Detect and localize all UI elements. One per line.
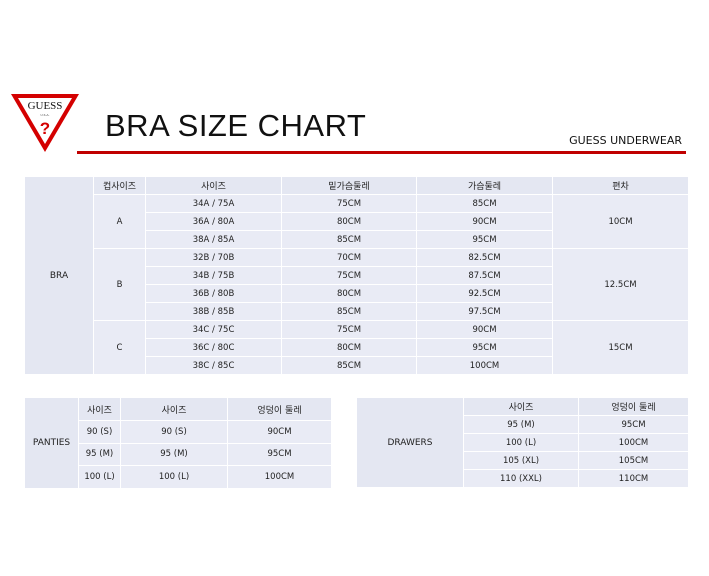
cup-cell: C [93, 320, 146, 375]
table-row: 95 (M) 95 (M) 95CM [25, 442, 332, 466]
column-header: 컵사이즈 [93, 176, 146, 195]
cup-cell: A [93, 194, 146, 249]
size-cell: 100 (L) [463, 433, 579, 452]
column-header: 가슴둘레 [416, 176, 553, 195]
underbust-cell: 75CM [281, 194, 417, 213]
underbust-cell: 75CM [281, 320, 417, 339]
bust-cell: 85CM [416, 194, 553, 213]
deviation-cell: 10CM [552, 194, 689, 249]
svg-text:U.S.A.: U.S.A. [41, 113, 50, 117]
size-cell: 38B / 85B [145, 302, 282, 321]
drawers-size-table: DRAWERS 사이즈 엉덩이 둘레 95 (M) 95CM 100 (L) 100… [356, 397, 689, 488]
column-header: 사이즈 [120, 397, 228, 421]
bust-cell: 82.5CM [416, 248, 553, 267]
hip-cell: 90CM [227, 420, 332, 444]
category-cell: PANTIES [24, 397, 79, 489]
svg-text:GUESS: GUESS [28, 100, 63, 112]
size-cell: 100 (L) [120, 465, 228, 489]
cup-cell: B [93, 248, 146, 321]
column-header: 엉덩이 둘레 [578, 397, 689, 416]
table-row: 36B / 80B 80CM 92.5CM [25, 284, 689, 303]
svg-text:?: ? [40, 119, 50, 138]
column-header: 편차 [552, 176, 689, 195]
table-row: 34B / 75B 75CM 87.5CM [25, 266, 689, 285]
title-divider [77, 151, 686, 154]
hip-cell: 95CM [578, 415, 689, 434]
size-cell: 95 (M) [463, 415, 579, 434]
panties-size-table: PANTIES 사이즈 사이즈 엉덩이 둘레 90 (S) 90 (S) 90CM … [24, 397, 332, 489]
size-cell: 110 (XXL) [463, 469, 579, 488]
table-header-row: DRAWERS 사이즈 엉덩이 둘레 [356, 397, 689, 488]
brand-label: GUESS UNDERWEAR [569, 134, 682, 147]
size-cell: 100 (L) [78, 465, 121, 489]
table-row: B 32B / 70B 70CM 82.5CM 12.5CM [25, 248, 689, 321]
table-row: 38C / 85C 85CM 100CM [25, 356, 689, 375]
guess-logo: GUESS U.S.A. ? [11, 94, 79, 152]
column-header: 사이즈 [463, 397, 579, 416]
hip-cell: 95CM [227, 442, 332, 466]
bust-cell: 90CM [416, 320, 553, 339]
table-header-row: BRA 컵사이즈 사이즈 밑가슴둘레 가슴둘레 편차 [24, 176, 689, 375]
bust-cell: 95CM [416, 338, 553, 357]
size-cell: 90 (S) [78, 420, 121, 444]
bust-cell: 87.5CM [416, 266, 553, 285]
hip-cell: 100CM [578, 433, 689, 452]
column-header: 밑가슴둘레 [281, 176, 417, 195]
size-cell: 90 (S) [120, 420, 228, 444]
size-cell: 95 (M) [120, 442, 228, 466]
table-row: A 34A / 75A 75CM 85CM 10CM [25, 194, 689, 249]
underbust-cell: 80CM [281, 338, 417, 357]
size-cell: 34A / 75A [145, 194, 282, 213]
underbust-cell: 85CM [281, 356, 417, 375]
size-cell: 36A / 80A [145, 212, 282, 231]
size-cell: 34C / 75C [145, 320, 282, 339]
table-row: 36A / 80A 80CM 90CM [25, 212, 689, 231]
hip-cell: 100CM [227, 465, 332, 489]
deviation-cell: 15CM [552, 320, 689, 375]
bust-cell: 95CM [416, 230, 553, 249]
bust-cell: 92.5CM [416, 284, 553, 303]
table-row: C 34C / 75C 75CM 90CM 15CM [25, 320, 689, 375]
size-cell: 36C / 80C [145, 338, 282, 357]
size-cell: 38A / 85A [145, 230, 282, 249]
table-row: 95 (M) 95CM [357, 415, 689, 434]
column-header: 사이즈 [78, 397, 121, 421]
bust-cell: 100CM [416, 356, 553, 375]
table-header-row: PANTIES 사이즈 사이즈 엉덩이 둘레 [24, 397, 332, 489]
size-cell: 36B / 80B [145, 284, 282, 303]
category-cell: DRAWERS [356, 397, 464, 488]
underbust-cell: 75CM [281, 266, 417, 285]
underbust-cell: 80CM [281, 284, 417, 303]
bra-size-table: BRA 컵사이즈 사이즈 밑가슴둘레 가슴둘레 편차 A 34A / 75A 75C… [24, 176, 689, 375]
column-header: 엉덩이 둘레 [227, 397, 332, 421]
underbust-cell: 85CM [281, 302, 417, 321]
category-cell: BRA [24, 176, 94, 375]
size-cell: 105 (XL) [463, 451, 579, 470]
size-cell: 38C / 85C [145, 356, 282, 375]
deviation-cell: 12.5CM [552, 248, 689, 321]
table-row: 110 (XXL) 110CM [357, 469, 689, 488]
size-cell: 32B / 70B [145, 248, 282, 267]
underbust-cell: 80CM [281, 212, 417, 231]
underbust-cell: 70CM [281, 248, 417, 267]
hip-cell: 105CM [578, 451, 689, 470]
bust-cell: 97.5CM [416, 302, 553, 321]
table-row: 105 (XL) 105CM [357, 451, 689, 470]
size-cell: 34B / 75B [145, 266, 282, 285]
underbust-cell: 85CM [281, 230, 417, 249]
hip-cell: 110CM [578, 469, 689, 488]
page-title: BRA SIZE CHART [105, 108, 367, 143]
table-row: 100 (L) 100 (L) 100CM [25, 465, 332, 489]
bust-cell: 90CM [416, 212, 553, 231]
table-row: 36C / 80C 80CM 95CM [25, 338, 689, 357]
table-row: 100 (L) 100CM [357, 433, 689, 452]
column-header: 사이즈 [145, 176, 282, 195]
size-cell: 95 (M) [78, 442, 121, 466]
